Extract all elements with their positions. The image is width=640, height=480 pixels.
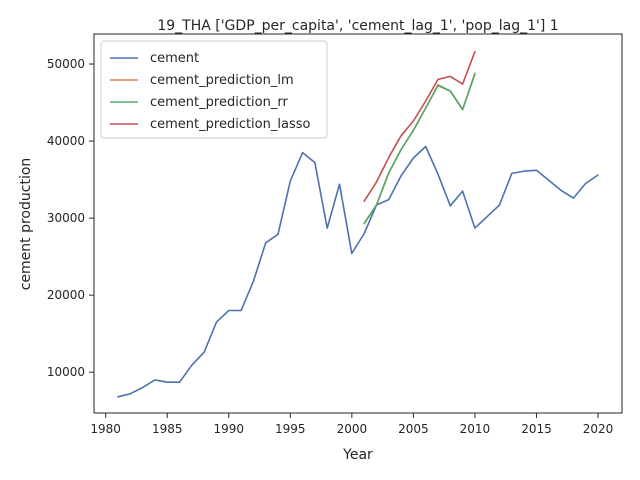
x-tick-label: 2015 <box>521 422 552 436</box>
x-tick-label: 1990 <box>213 422 244 436</box>
legend-box <box>100 40 328 139</box>
series-line-cement-prediction-lasso <box>363 50 476 202</box>
y-axis: 10000 20000 30000 40000 50000 <box>47 57 94 379</box>
legend-label: cement_prediction_lm <box>150 73 294 88</box>
x-tick-label: 1995 <box>275 422 306 436</box>
x-tick-label: 2000 <box>337 422 368 436</box>
series-layer <box>117 50 599 398</box>
y-tick-label: 10000 <box>47 365 85 379</box>
series-line-cement <box>117 145 599 398</box>
x-tick-label: 2020 <box>583 422 614 436</box>
legend-label: cement_prediction_rr <box>150 95 288 110</box>
x-tick-label: 2010 <box>460 422 491 436</box>
chart-title: 19_THA ['GDP_per_capita', 'cement_lag_1'… <box>157 18 558 34</box>
legend-label: cement <box>150 51 199 66</box>
y-tick-label: 20000 <box>47 288 85 302</box>
y-tick-label: 50000 <box>47 57 85 71</box>
y-tick-label: 40000 <box>47 134 85 148</box>
y-axis-label: cement production <box>18 158 34 291</box>
legend-label: cement_prediction_lasso <box>150 117 310 132</box>
x-axis-label: Year <box>342 447 373 463</box>
series-line-cement-prediction-rr <box>363 73 476 225</box>
x-tick-label: 2005 <box>398 422 429 436</box>
x-axis: 1980 1985 1990 1995 2000 2005 2010 2015 2020 <box>90 413 613 436</box>
x-tick-label: 1980 <box>90 422 121 436</box>
y-tick-label: 30000 <box>47 211 85 225</box>
legend: cement cement_prediction_lm cement_predict… <box>100 40 328 139</box>
x-tick-label: 1985 <box>152 422 183 436</box>
